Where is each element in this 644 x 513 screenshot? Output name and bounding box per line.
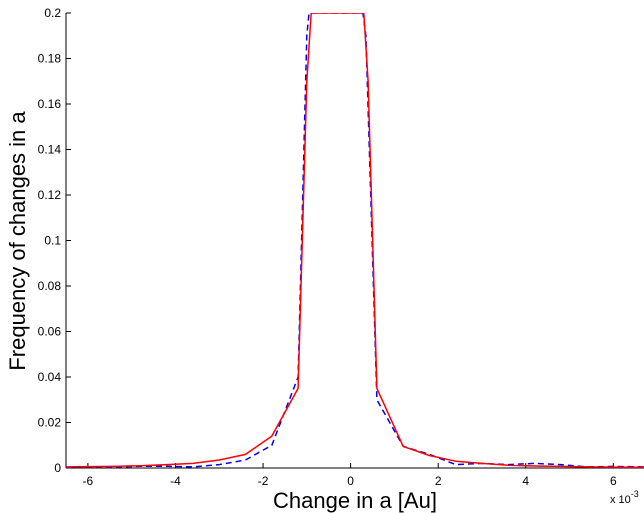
x-tick-label: 6	[610, 474, 617, 488]
x-tick-label: 2	[435, 474, 442, 488]
y-tick-label: 0.14	[38, 143, 62, 157]
x-axis-label: Change in a [Au]	[273, 488, 437, 513]
y-tick-label: 0.12	[38, 188, 62, 202]
x-exponent-base: x 10	[610, 494, 631, 506]
y-tick-label: 0.06	[38, 325, 62, 339]
x-tick-label: -2	[258, 474, 269, 488]
series-line-2	[66, 13, 644, 468]
y-tick-label: 0.18	[38, 52, 62, 66]
y-tick-label: 0.1	[44, 234, 61, 248]
y-tick-label: 0.08	[38, 279, 62, 293]
y-tick-label: 0	[54, 461, 61, 475]
y-axis-label: Frequency of changes in a	[5, 111, 30, 371]
series-line-1	[66, 13, 644, 468]
x-exponent-power: -3	[631, 489, 639, 499]
x-tick-label: -6	[83, 474, 94, 488]
y-tick-label: 0.02	[38, 416, 62, 430]
x-tick-label: 0	[347, 474, 354, 488]
x-tick-label: -4	[170, 474, 181, 488]
y-tick-label: 0.16	[38, 97, 62, 111]
y-tick-label: 0.2	[44, 6, 61, 20]
y-tick-label: 0.04	[38, 370, 62, 384]
x-exponent-label: x 10-3	[610, 489, 639, 506]
x-tick-label: 4	[522, 474, 529, 488]
